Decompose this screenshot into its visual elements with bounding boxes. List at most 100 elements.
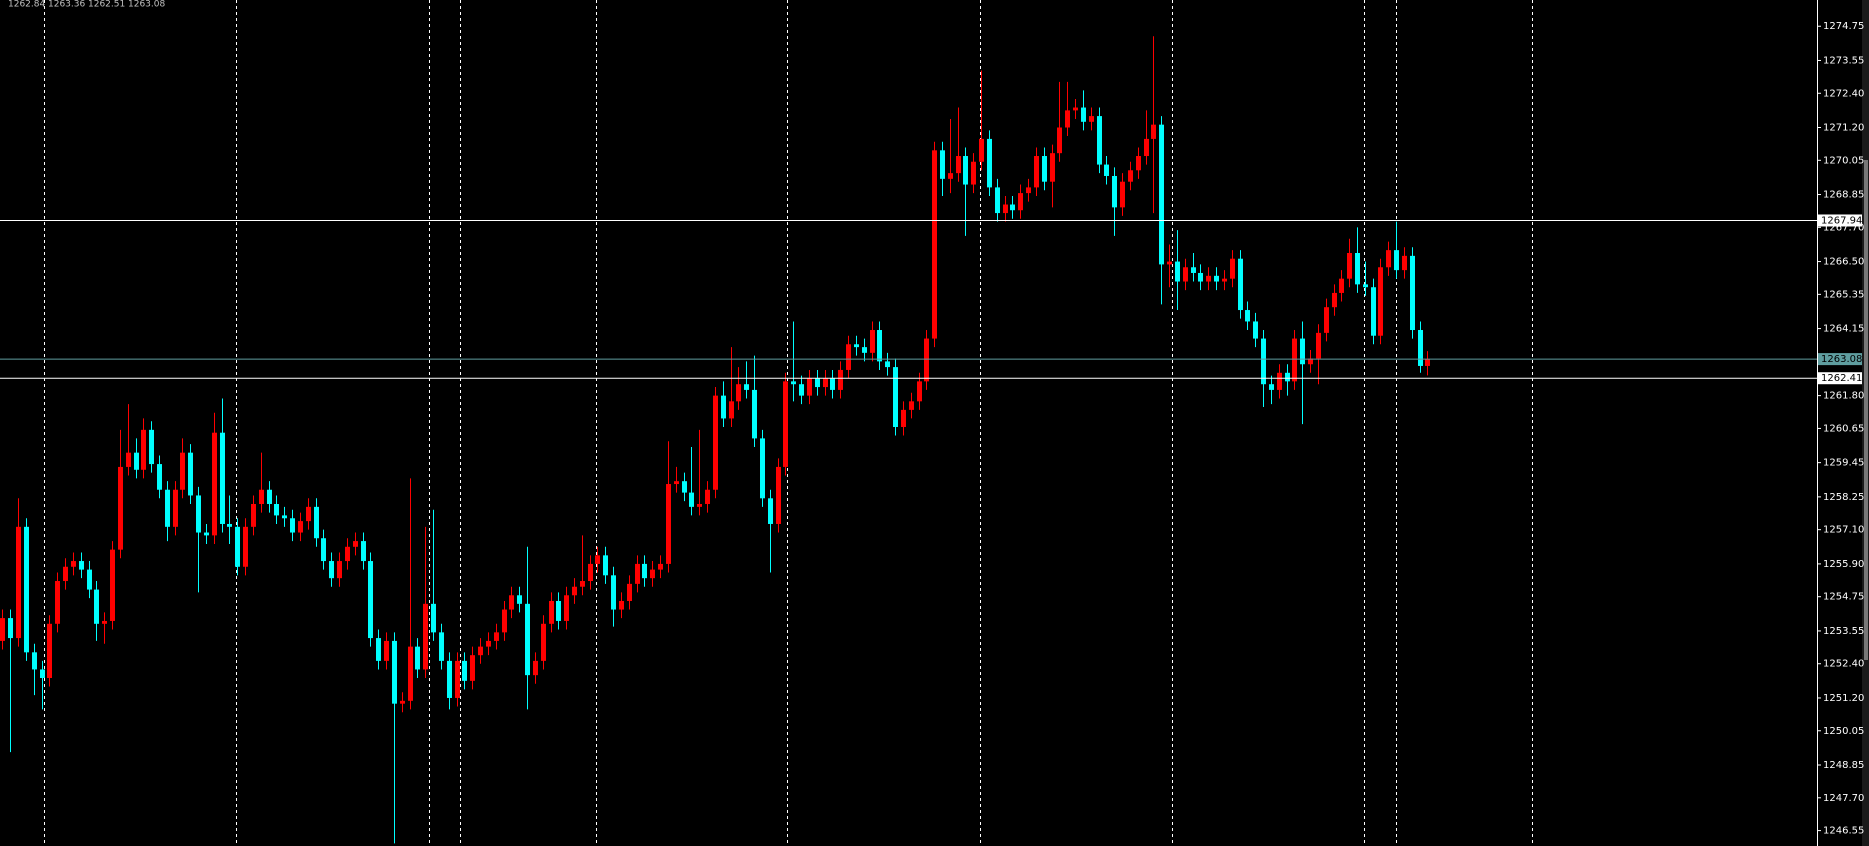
candle-body	[1167, 261, 1172, 265]
candle-body	[1151, 124, 1156, 139]
candle-body	[909, 401, 914, 410]
candle-body	[533, 660, 538, 676]
y-tick-label: 1250.05	[1823, 726, 1864, 737]
candle-body	[361, 541, 366, 562]
candle-body	[650, 569, 655, 579]
candle-body	[948, 173, 953, 179]
candle-body	[549, 600, 554, 624]
candle-body	[423, 603, 428, 670]
candle-body	[642, 563, 647, 579]
y-tick-label: 1270.05	[1823, 155, 1864, 166]
candle-body	[1183, 267, 1188, 282]
candle-body	[580, 581, 585, 587]
candle-body	[1230, 258, 1235, 279]
candle-body	[1206, 275, 1211, 282]
candle-body	[243, 526, 248, 567]
candle-body	[63, 566, 68, 582]
candle-body	[1371, 287, 1376, 336]
candle-body	[744, 384, 749, 390]
candle-body	[149, 429, 154, 465]
y-tick-label: 1254.75	[1823, 592, 1864, 603]
candle-body	[1245, 310, 1250, 322]
candle-body	[588, 563, 593, 582]
candle-body	[180, 452, 185, 490]
candle-body	[1159, 124, 1164, 265]
candle-body	[447, 660, 452, 698]
candle-body	[455, 660, 460, 698]
ohlc-open: 1262.84	[8, 0, 45, 10]
candle-body	[134, 452, 139, 470]
candle-body	[854, 344, 859, 348]
candle-body	[329, 561, 334, 579]
candle-body	[439, 632, 444, 661]
candle-body	[1269, 384, 1274, 390]
candle-body	[353, 541, 358, 547]
candle-body	[1034, 156, 1039, 188]
level-line-label: 1267.94	[1821, 215, 1862, 226]
candle-body	[227, 523, 232, 527]
candle-body	[1285, 372, 1290, 382]
bid-line-tag	[1818, 353, 1862, 366]
level-line-label: 1262.41	[1821, 373, 1862, 384]
candle-body	[893, 367, 898, 427]
scrollbar-thumb[interactable]	[1864, 160, 1868, 660]
candle-body	[791, 381, 796, 385]
candle-body	[0, 618, 5, 641]
candle-body	[995, 187, 1000, 214]
candle-body	[1386, 250, 1391, 268]
candle-body	[870, 330, 875, 353]
candle-body	[917, 381, 922, 402]
candle-body	[1316, 332, 1321, 359]
candle-body	[877, 330, 882, 362]
candle-body	[494, 632, 499, 641]
candle-body	[705, 489, 710, 505]
candle-body	[16, 526, 21, 639]
candle-body	[1065, 110, 1070, 128]
candle-body	[502, 609, 507, 633]
candle-body	[987, 138, 992, 188]
candle-body	[71, 561, 76, 567]
candle-body	[400, 700, 405, 704]
candle-body	[337, 561, 342, 579]
candle-body	[1363, 284, 1368, 288]
candle-body	[204, 532, 209, 536]
candle-body	[572, 586, 577, 596]
y-tick-label: 1271.20	[1823, 122, 1864, 133]
candle-body	[635, 563, 640, 584]
candle-body	[611, 575, 616, 610]
candle-body	[1104, 164, 1109, 176]
candle-body	[486, 640, 491, 647]
ohlc-high: 1263.36	[48, 0, 85, 10]
candle-body	[697, 504, 702, 507]
candle-body	[408, 646, 413, 701]
candle-body	[1050, 153, 1055, 182]
candle-body	[823, 378, 828, 388]
y-tick-label: 1258.25	[1823, 492, 1864, 503]
candle-body	[1042, 156, 1047, 182]
y-tick-label: 1247.70	[1823, 793, 1864, 804]
candle-body	[564, 595, 569, 621]
candle-body	[478, 646, 483, 656]
candle-body	[392, 640, 397, 704]
y-tick-label: 1268.85	[1823, 190, 1864, 201]
candle-body	[682, 481, 687, 493]
y-tick-label: 1253.55	[1823, 626, 1864, 637]
candle-body	[384, 640, 389, 661]
candle-body	[415, 646, 420, 670]
candle-body	[932, 150, 937, 339]
candle-body	[24, 526, 29, 653]
candle-body	[862, 347, 867, 353]
candle-body	[274, 504, 279, 516]
candle-body	[1300, 338, 1305, 365]
candle-body	[1097, 116, 1102, 165]
candle-body	[1175, 261, 1180, 282]
level-line-tag	[1818, 372, 1862, 385]
candle-body	[627, 583, 632, 601]
candle-body	[79, 561, 84, 570]
candle-body	[799, 384, 804, 396]
candle-body	[956, 156, 961, 174]
candle-body	[674, 481, 679, 485]
y-tick-label: 1248.85	[1823, 760, 1864, 771]
y-tick-label: 1273.55	[1823, 55, 1864, 66]
